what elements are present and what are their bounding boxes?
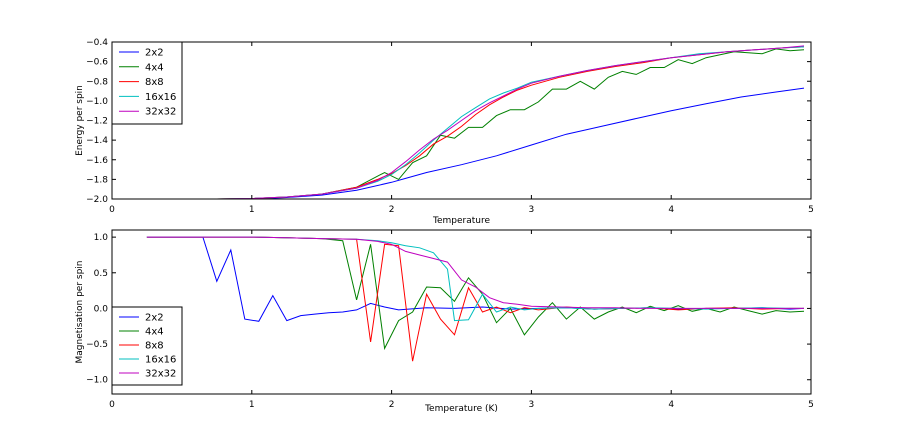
y-tick-label: −1.0	[86, 97, 108, 107]
legend-box	[111, 41, 183, 125]
legend-label-4x4: 4x4	[145, 62, 164, 73]
legend-label-32x32: 32x32	[145, 107, 176, 118]
legend-label-16x16: 16x16	[145, 92, 176, 103]
legend: 2x2 4x4 8x8 16x16 32x32	[111, 306, 183, 386]
x-tick-label: 4	[668, 400, 674, 410]
y-tick-label: −1.0	[86, 376, 108, 386]
legend-label-8x8: 8x8	[145, 77, 164, 88]
x-tick-label: 5	[808, 205, 814, 215]
y-tick-label: 0.5	[94, 269, 108, 279]
magnetisation-plot: 0 1 2 3 4 5 −1.0 −0.5 0.0 0.5 1.0 Temperature (K) Ma…	[75, 229, 814, 414]
x-tick-label: 1	[249, 400, 255, 410]
series-line-32x32	[146, 45, 805, 199]
x-tick-label: 3	[529, 205, 535, 215]
legend-label-16x16: 16x16	[145, 355, 176, 366]
energy-plot: 0 1 2 3 4 5 −2.0 −1.8 −1.6 −1.4 −1.2 −1.0 −0.8 −0.6 −0…	[75, 38, 814, 226]
y-tick-label: −0.8	[86, 77, 108, 87]
y-tick-label: −0.6	[86, 58, 108, 68]
x-axis-label: Temperature (K)	[424, 404, 498, 414]
x-tick-label: 0	[109, 205, 115, 215]
y-tick-label: 0.0	[94, 304, 109, 314]
x-tick-label: 5	[808, 400, 814, 410]
legend-label-8x8: 8x8	[145, 341, 164, 352]
legend-label-4x4: 4x4	[145, 327, 164, 338]
y-tick-label: −2.0	[86, 195, 108, 205]
y-axis-label: Magnetisation per spin	[75, 261, 85, 364]
x-tick-label: 2	[389, 400, 395, 410]
legend-label-32x32: 32x32	[145, 369, 176, 380]
legend: 2x2 4x4 8x8 16x16 32x32	[111, 41, 183, 125]
y-tick-label: −0.4	[86, 38, 108, 48]
legend-box	[111, 306, 183, 386]
y-axis-label: Energy per spin	[75, 85, 85, 156]
x-tick-label: 1	[249, 205, 255, 215]
y-tick-label: −1.4	[86, 136, 108, 146]
series-group	[146, 236, 805, 362]
series-line-4x4	[146, 48, 805, 199]
x-tick-label: 0	[109, 400, 115, 410]
y-tick-label: −1.8	[86, 175, 108, 185]
y-tick-label: −1.2	[86, 117, 108, 127]
series-line-32x32	[146, 236, 804, 309]
x-axis-label: Temperature	[432, 216, 490, 226]
y-tick-label: −0.5	[86, 340, 108, 350]
legend-label-2x2: 2x2	[145, 313, 164, 324]
x-tick-label: 2	[389, 205, 395, 215]
y-tick-label: −1.6	[86, 156, 108, 166]
x-tick-label: 3	[529, 400, 535, 410]
x-tick-label: 4	[668, 205, 674, 215]
legend-label-2x2: 2x2	[145, 48, 164, 59]
y-tick-label: 1.0	[94, 233, 109, 243]
series-line-4x4	[146, 236, 805, 351]
